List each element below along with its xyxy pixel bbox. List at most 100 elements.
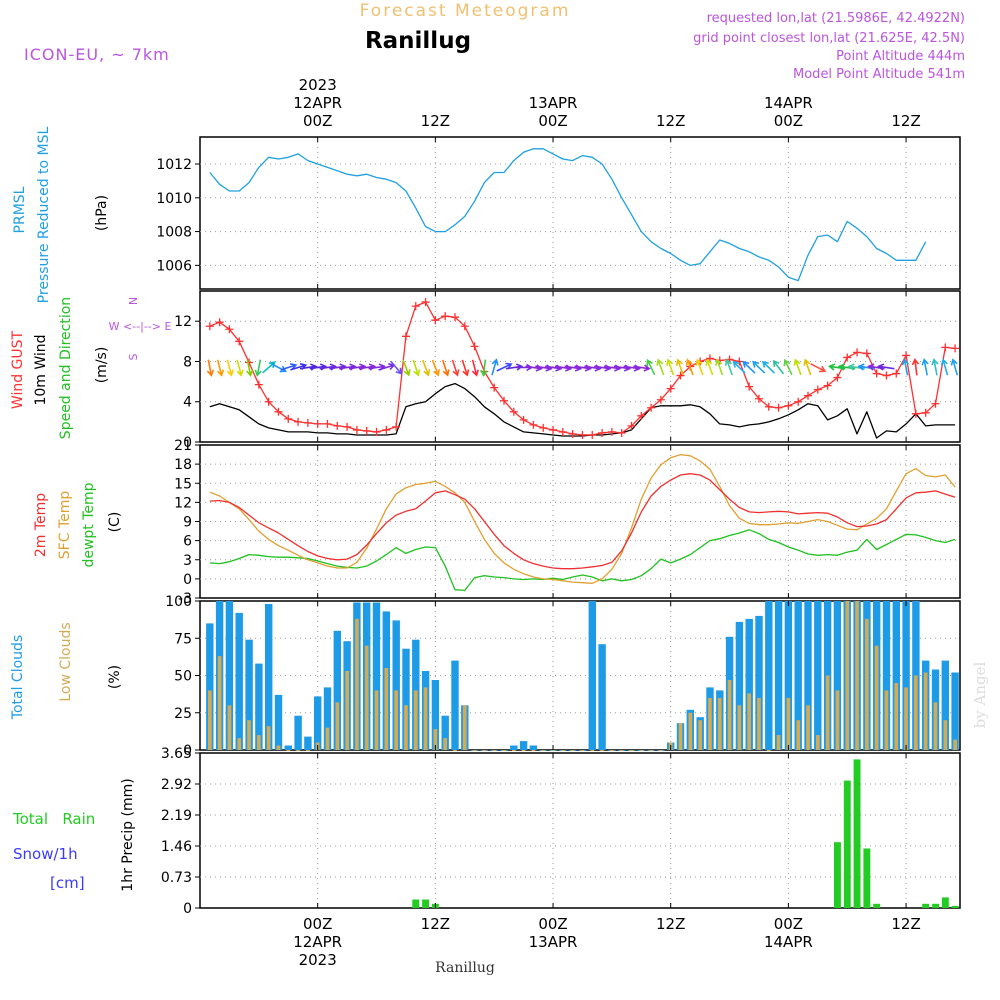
top-time-label: 12Z [421,112,450,130]
wind-direction-arrow [480,359,488,377]
precip-ytick-label: 0 [183,901,192,917]
wind-gust-point [735,357,744,366]
total-clouds-bar [304,736,312,750]
wind-gust-point [853,348,862,357]
wind-ytick-label: 12 [174,314,192,330]
low-clouds-bar [717,697,722,750]
wind-gust-point [421,298,430,307]
point-altitude: Point Altitude 444m [836,49,965,64]
low-clouds-bar [472,750,477,751]
wind-direction-arrow [461,359,470,377]
top-time-label: 00Z [774,112,803,130]
low-clouds-bar [786,697,791,750]
wind-gust-point [941,343,950,352]
wind-gust-point [784,401,793,410]
wind-gust-point [558,427,567,436]
footer-location: Ranillug [435,960,495,976]
low-clouds-bar [825,675,830,750]
wind-gust-point [382,425,391,434]
wind-gust-point [352,425,361,434]
low-clouds-bar [531,750,536,751]
low-clouds-bar [462,705,467,750]
temperature-ytick-label: 3 [183,553,192,569]
low-clouds-bar [708,697,712,750]
low-clouds-bar [423,687,428,750]
wind-direction-arrow [236,359,244,377]
top-time-label: 12Z [656,112,685,130]
temperature-ytick-label: 0 [183,572,192,588]
precip-ytick-label: 0.73 [161,870,192,886]
wind-direction-arrow [675,358,684,376]
low-clouds-bar [796,720,801,750]
low-clouds-bar [629,750,634,751]
total-clouds-bar [235,612,243,750]
rain-bar [843,780,851,908]
wind-gust-point [333,421,342,430]
wind-gust-point [892,369,901,378]
wind-direction-arrow [752,360,766,374]
product-title: Forecast Meteogram [360,1,571,21]
temp-unit: (C) [107,512,123,533]
wind-compass: N W <--|--> E S [109,297,172,361]
low-clouds-bar [374,690,379,750]
low-clouds-bar [816,735,820,750]
wind-gust-point [794,397,803,406]
temp2m-line [209,473,956,570]
wind-gust-point [519,415,528,424]
wind-gust-point [666,384,675,393]
wind-gust-point [862,349,871,358]
compass-north: N [127,297,140,305]
direction-label: Speed and Direction [58,297,74,439]
clouds-ytick-label: 0 [183,743,192,759]
total-clouds-bar [598,644,606,750]
wind-gust-point [411,302,420,311]
total-clouds-bar [529,745,538,750]
rain-bar [853,759,861,908]
wind-direction-arrow [931,358,939,376]
wind-gust-point [313,419,322,428]
low-clouds-bar [747,693,751,750]
wind-gust-point [843,353,852,362]
total-clouds-bar [774,601,783,750]
pressure-label-2: Pressure Reduced to MSL [36,126,52,303]
low-clouds-bar [688,712,693,751]
pressure-frame [199,136,961,290]
low-clouds-bar [904,687,908,750]
wind-gust-point [264,397,273,406]
bottom-time-label: 2023 [299,951,337,969]
low-clouds-bar [590,750,595,751]
wind-direction-arrow [715,358,724,376]
low-clouds-bar [639,750,644,751]
total-clouds-bar [255,663,263,750]
wind-gust-point [588,430,597,439]
wind-direction-arrow [911,358,920,376]
top-time-label: 13APR [529,94,578,112]
bottom-time-label: 12APR [293,933,342,951]
wind-gust-point [921,408,930,417]
wind-gust-point [774,403,783,412]
total-clouds-bar [833,601,842,750]
total-clouds-bar [784,601,793,750]
wind-gust-point [754,394,763,403]
clouds-ytick-label: 100 [165,594,192,610]
pressure-line [209,148,927,282]
low-clouds-bar [600,750,604,751]
wind-gust-point [470,342,479,351]
model-altitude: Model Point Altitude 541m [793,67,965,82]
sfc-temp-line [209,453,956,584]
gust-label: Wind GUST [10,330,26,409]
wind-direction-arrow [810,363,827,373]
low-clouds-bar [835,690,840,750]
precip-ytick-label: 2.92 [161,777,192,793]
wind-direction-arrow [216,359,225,377]
rain-bar [941,897,949,908]
wind-frame [199,290,961,443]
wind-gust-point [804,391,812,400]
wind-gust-point [205,322,214,331]
low-clouds-bar [953,739,957,750]
wind-direction-arrow [803,358,812,376]
low-clouds-bar [443,738,447,750]
wind-gust-point [284,414,293,423]
wind-direction-arrow [280,363,298,371]
